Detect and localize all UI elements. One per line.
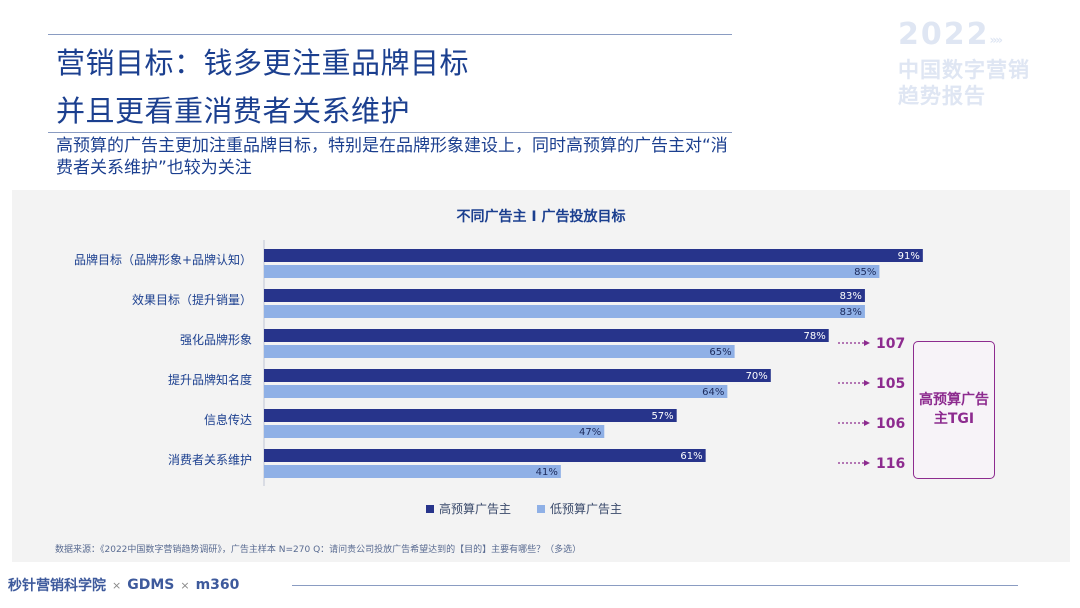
title-underline <box>48 132 732 133</box>
bar-low-budget <box>264 265 880 278</box>
bar-value-high: 91% <box>898 251 920 262</box>
bar-value-high: 70% <box>746 371 768 382</box>
category-label: 效果目标（提升销量） <box>132 292 252 307</box>
tgi-value: 107 <box>876 336 905 352</box>
logo-separator-2: × <box>180 578 190 592</box>
brand-arrows: »» <box>989 33 1003 47</box>
legend-label-high: 高预算广告主 <box>439 501 511 516</box>
bar-value-low: 65% <box>709 347 731 358</box>
gdms-logo: GDMS <box>127 577 175 593</box>
tgi-arrow-head <box>864 460 870 466</box>
legend-label-low: 低预算广告主 <box>550 501 622 516</box>
bar-value-high: 61% <box>680 451 702 462</box>
header-top-rule <box>48 34 732 35</box>
category-label: 强化品牌形象 <box>180 333 252 347</box>
page-title-line-2: 并且更看重消费者关系维护 <box>56 94 411 128</box>
brand-line-1: 中国数字营销 <box>898 58 1030 82</box>
tgi-value: 105 <box>876 376 905 392</box>
bar-low-budget <box>264 465 561 478</box>
bar-value-low: 64% <box>702 387 724 398</box>
m360-logo: m360 <box>195 577 240 593</box>
footer-rule <box>292 585 1018 586</box>
bar-low-budget <box>264 345 735 358</box>
bar-value-low: 85% <box>854 267 876 278</box>
bar-low-budget <box>264 425 605 438</box>
bar-value-low: 83% <box>840 307 862 318</box>
bar-low-budget <box>264 385 728 398</box>
category-label: 信息传达 <box>204 412 252 427</box>
bar-value-high: 57% <box>651 411 673 422</box>
bar-high-budget <box>264 249 923 262</box>
category-label: 消费者关系维护 <box>168 453 252 467</box>
brand-line-2: 趋势报告 <box>898 84 986 108</box>
tgi-label: 高预算广告主TGI <box>919 392 989 427</box>
legend-swatch-high <box>426 505 434 513</box>
bar-low-budget <box>264 305 865 318</box>
footer-logos: 秒针营销科学院 × GDMS × m360 <box>8 572 239 598</box>
bar-chart: 品牌目标（品牌形象+品牌认知） 91% 85% 效果目标（提升销量） 83% 83% 强化品… <box>74 240 923 516</box>
brand-year: 2022 <box>898 17 990 52</box>
logo-separator-1: × <box>112 578 122 592</box>
tgi-value: 106 <box>876 416 905 432</box>
bar-high-budget <box>264 409 677 422</box>
data-source-footnote: 数据来源：《2022中国数字营销趋势调研》，广告主样本 N=270 Q：请问贵公… <box>55 545 582 555</box>
legend-swatch-low <box>537 505 545 513</box>
tgi-arrow-head <box>864 420 870 426</box>
category-label: 提升品牌知名度 <box>168 372 252 387</box>
chart-title: 不同广告主 I 广告投放目标 <box>456 209 626 225</box>
bar-value-low: 47% <box>579 427 601 438</box>
tgi-value: 116 <box>876 456 905 472</box>
bar-value-low: 41% <box>536 467 558 478</box>
report-brand-watermark: 2022»» 中国数字营销 趋势报告 <box>898 18 1068 109</box>
miaozhen-logo: 秒针营销科学院 <box>8 578 106 594</box>
bar-high-budget <box>264 289 865 302</box>
bar-high-budget <box>264 329 829 342</box>
page-title-line-1: 营销目标：钱多更注重品牌目标 <box>56 46 470 80</box>
category-label: 品牌目标（品牌形象+品牌认知） <box>74 253 252 267</box>
chart-panel: 不同广告主 I 广告投放目标 品牌目标（品牌形象+品牌认知） 91% 85% 效果目标… <box>12 190 1070 562</box>
tgi-arrow-head <box>864 380 870 386</box>
tgi-arrow-head <box>864 340 870 346</box>
bar-high-budget <box>264 449 706 462</box>
bar-value-high: 83% <box>840 291 862 302</box>
page-subtitle: 高预算的广告主更加注重品牌目标，特别是在品牌形象建设上，同时高预算的广告主对“消… <box>56 136 728 178</box>
tgi-box: 高预算广告主TGI <box>913 341 995 479</box>
bar-value-high: 78% <box>803 331 825 342</box>
bar-high-budget <box>264 369 771 382</box>
